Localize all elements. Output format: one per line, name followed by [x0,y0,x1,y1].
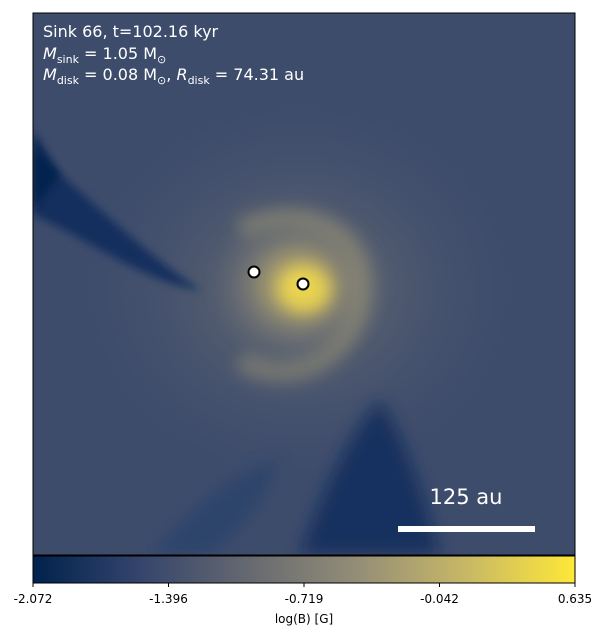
dark-filament-upper [33,150,200,290]
disk-radius-value: = 74.31 au [210,65,304,84]
disk-radius-symbol: R [176,65,187,84]
disk-separator: , [166,65,176,84]
colorbar-tick-label: -0.042 [420,592,459,606]
sink-mass-symbol: M [43,44,57,63]
colorbar [32,555,576,584]
sink-mass-sun: ⊙ [157,53,166,66]
disk-mass-subscript: disk [57,74,80,87]
map-frame [32,12,576,556]
scale-bar-label: 125 au [430,485,503,509]
field-map [33,13,575,555]
spiral-arm [234,207,372,383]
sink-marker [247,265,261,279]
sink-mass-line: Msink = 1.05 M⊙ [43,44,166,66]
scale-bar [398,526,535,532]
disk-mass-symbol: M [43,65,57,84]
colorbar-label: log(B) [G] [275,612,333,626]
sink-mass-value: = 1.05 M [79,44,157,63]
colorbar-tick-labels: -2.072 -1.396 -0.719 -0.042 0.635 [14,592,593,606]
disk-radius-subscript: disk [188,74,211,87]
disk-mass-sun: ⊙ [157,74,166,87]
disk-mass-value: = 0.08 M [79,65,157,84]
sink-markers [247,265,310,291]
sink-mass-subscript: sink [57,53,80,66]
colorbar-tick-label: 0.635 [558,592,592,606]
dark-region-lower [300,400,440,555]
title-line: Sink 66, t=102.16 kyr [43,22,219,41]
sink-marker [296,277,310,291]
colorbar-tick-label: -1.396 [149,592,188,606]
colorbar-tick-label: -2.072 [14,592,53,606]
colorbar-ticks [32,583,576,587]
dark-region-bottom-left [150,460,280,555]
dark-filament-left [33,130,60,210]
disk-line: Mdisk = 0.08 M⊙, Rdisk = 74.31 au [43,65,304,87]
colorbar-tick-label: -0.719 [285,592,324,606]
